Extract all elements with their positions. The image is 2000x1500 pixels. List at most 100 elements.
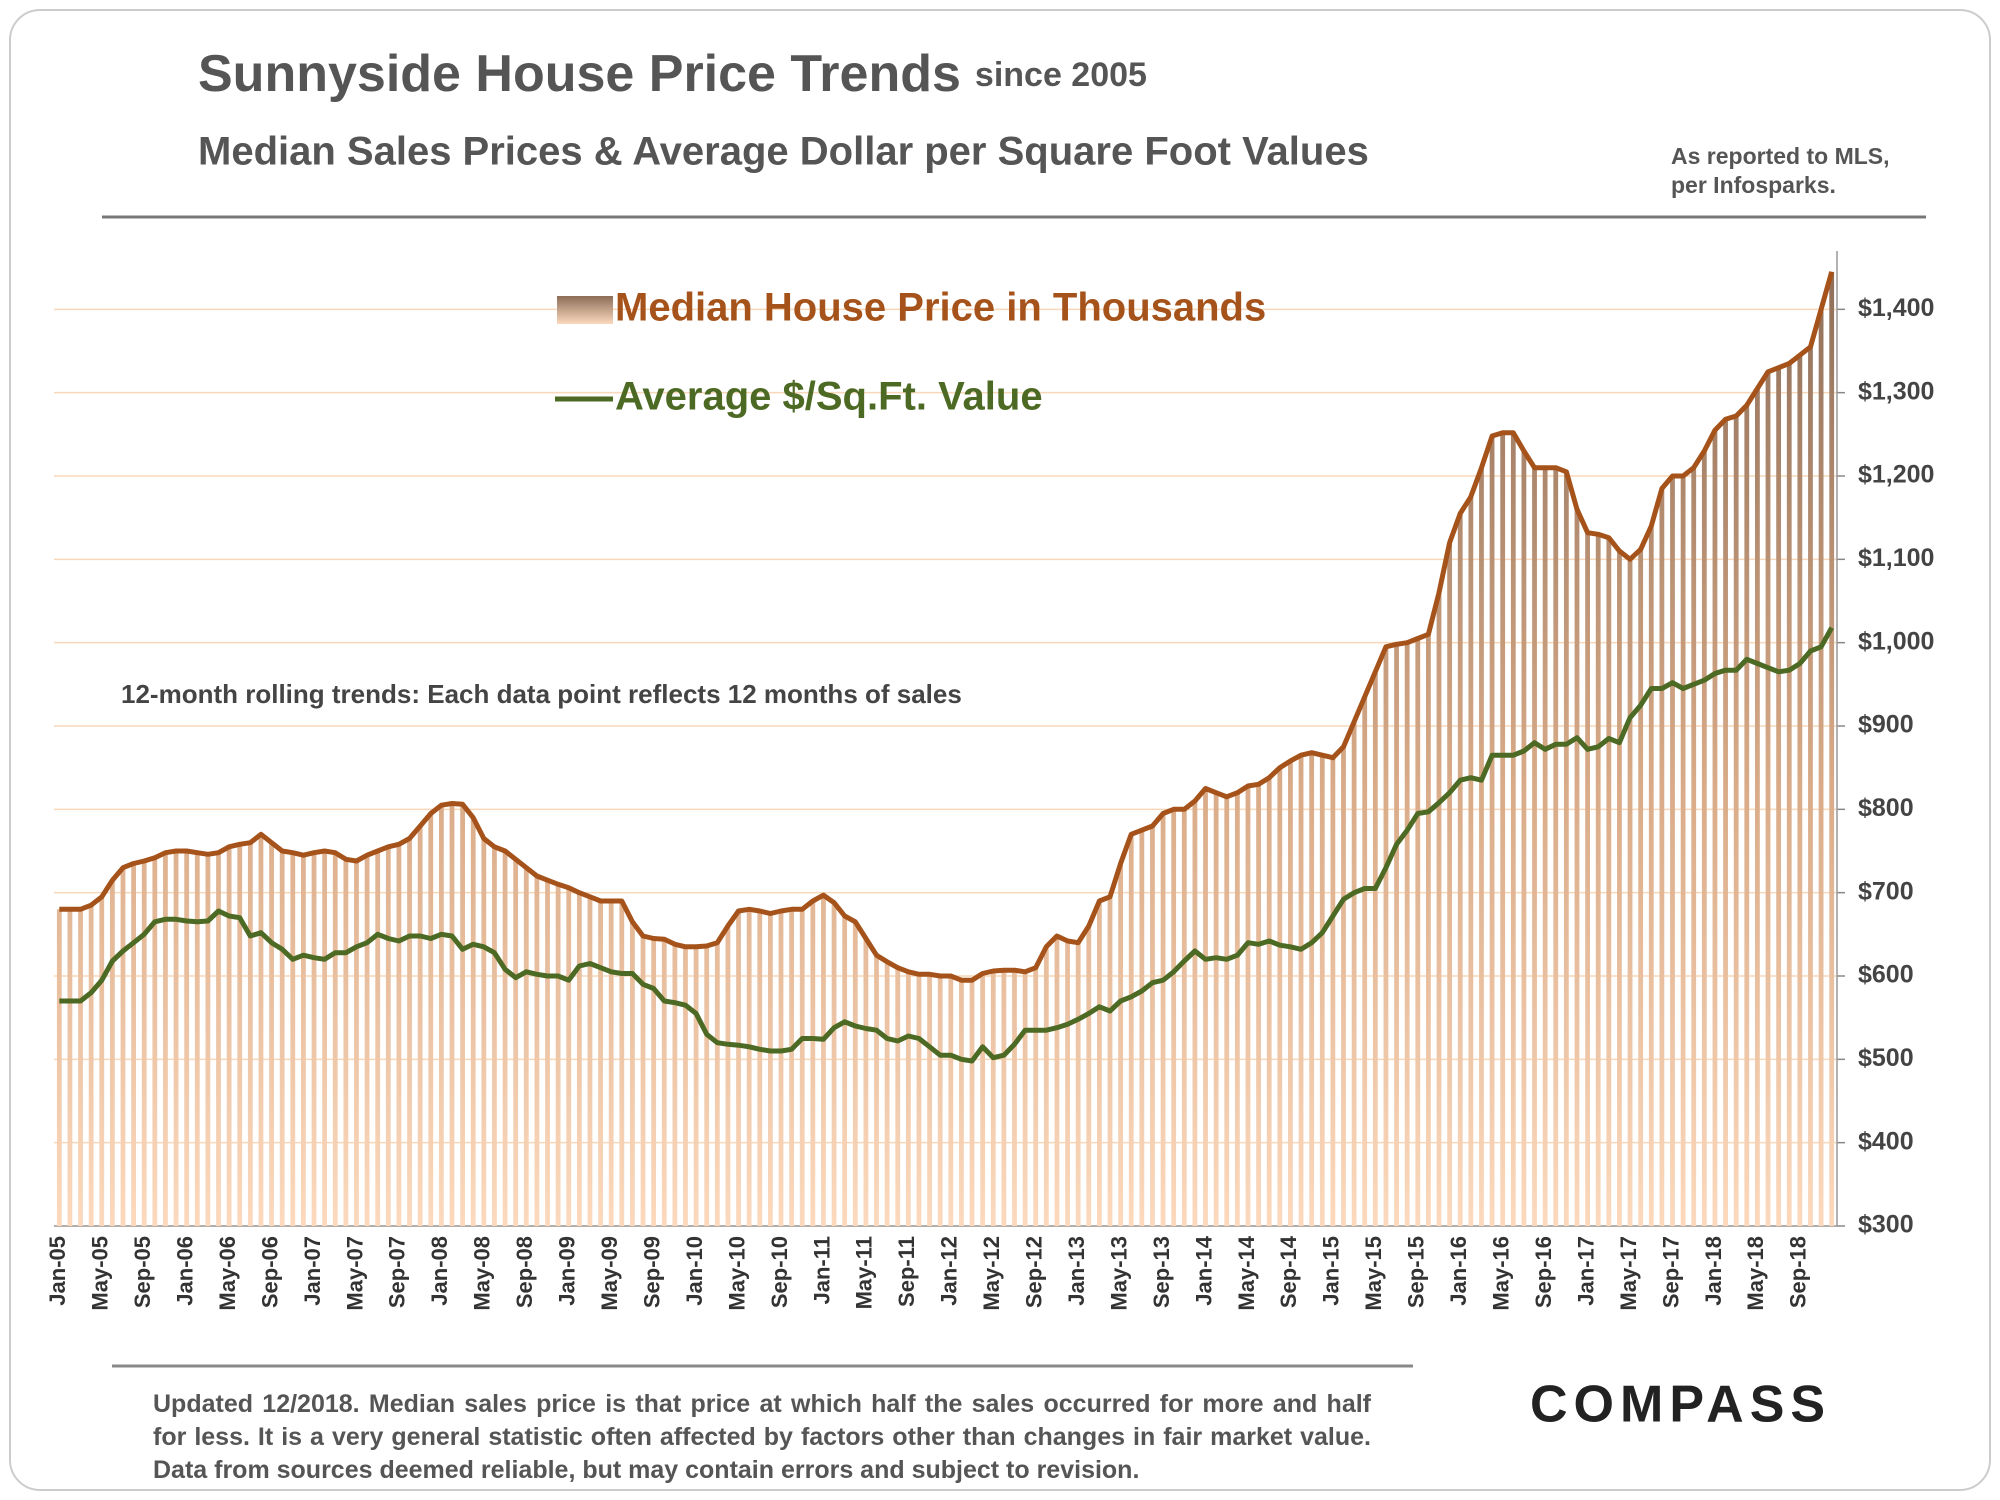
bar — [1733, 416, 1739, 1226]
bar — [746, 909, 752, 1226]
bar — [1701, 451, 1707, 1226]
legend-label: Average $/Sq.Ft. Value — [615, 375, 1043, 419]
bar — [343, 859, 349, 1226]
x-tick-label: Jan-10 — [682, 1236, 707, 1306]
x-tick-label: Sep-08 — [512, 1236, 537, 1308]
bar — [438, 805, 444, 1226]
bar — [109, 880, 115, 1226]
bar — [1617, 551, 1622, 1226]
bar — [1043, 946, 1049, 1226]
x-tick-label: Jan-17 — [1573, 1236, 1598, 1306]
bar — [247, 842, 253, 1226]
bar — [1500, 432, 1506, 1227]
bar — [1818, 309, 1824, 1226]
x-tick-label: Sep-16 — [1531, 1236, 1556, 1308]
bar — [1638, 549, 1644, 1226]
bar — [364, 855, 370, 1226]
bar — [990, 971, 996, 1226]
bar — [152, 857, 158, 1226]
bar — [237, 844, 243, 1226]
bar — [1606, 537, 1612, 1226]
bar — [1203, 788, 1208, 1226]
footnote: Updated 12/2018. Median sales price is t… — [153, 1390, 1371, 1484]
bar — [99, 896, 105, 1226]
x-tick-label: Sep-07 — [385, 1236, 410, 1308]
bar — [1181, 809, 1187, 1226]
x-tick-label: Sep-17 — [1658, 1236, 1683, 1308]
bar — [1404, 642, 1410, 1226]
bar — [1755, 388, 1760, 1226]
bar — [714, 942, 720, 1226]
bar — [1595, 534, 1601, 1226]
bar — [470, 817, 476, 1226]
bar — [120, 867, 126, 1226]
x-tick-label: Jan-06 — [172, 1236, 197, 1306]
x-tick-label: Jan-13 — [1064, 1236, 1089, 1306]
bar — [141, 861, 147, 1226]
bar — [1670, 476, 1675, 1226]
x-tick-label: May-18 — [1743, 1236, 1768, 1311]
x-tick-label: May-10 — [724, 1236, 749, 1311]
y-tick-label: $400 — [1858, 1127, 1914, 1155]
x-tick-label: May-09 — [597, 1236, 622, 1311]
line-series — [59, 626, 1834, 1064]
x-tick-label: Sep-15 — [1404, 1236, 1429, 1308]
bar — [884, 961, 890, 1226]
note: As reported to MLS, — [1671, 143, 1890, 169]
bar — [67, 909, 73, 1226]
bar — [205, 854, 211, 1226]
bar — [608, 901, 614, 1226]
bar — [1001, 970, 1007, 1226]
bar — [301, 855, 306, 1226]
bar — [767, 913, 773, 1226]
bar — [269, 842, 274, 1226]
x-tick-label: May-11 — [852, 1236, 877, 1309]
x-tick-label: May-16 — [1489, 1236, 1514, 1311]
bar — [905, 971, 911, 1226]
bar — [980, 973, 986, 1226]
x-tick-label: Jan-11 — [809, 1236, 834, 1305]
bar — [88, 905, 94, 1226]
bar — [789, 909, 795, 1226]
line-series — [59, 271, 1835, 983]
annotation: 12-month rolling trends: Each data point… — [121, 679, 962, 709]
bar — [959, 980, 964, 1226]
subtitle: Median Sales Prices & Average Dollar per… — [198, 130, 1369, 174]
x-tick-label: Jan-12 — [937, 1236, 962, 1306]
bar — [396, 844, 402, 1226]
y-tick-label: $1,200 — [1858, 461, 1934, 489]
bar — [651, 938, 657, 1226]
bar — [1786, 363, 1792, 1226]
x-tick-label: Jan-07 — [300, 1236, 325, 1306]
x-tick-label: May-13 — [1106, 1236, 1131, 1311]
bar — [1574, 509, 1580, 1226]
x-tick-label: Jan-15 — [1319, 1236, 1344, 1306]
bar — [56, 909, 62, 1226]
bar — [1341, 746, 1346, 1226]
bar — [1192, 801, 1198, 1226]
y-tick-label: $1,000 — [1858, 627, 1934, 655]
bar — [1765, 371, 1771, 1226]
bar — [842, 916, 848, 1226]
note: per Infosparks. — [1671, 172, 1836, 198]
brand-logo: COMPASS — [1530, 1376, 1831, 1434]
bar — [1797, 355, 1803, 1227]
x-tick-label: May-15 — [1361, 1236, 1386, 1311]
bar — [545, 880, 550, 1226]
x-tick-label: Jan-08 — [427, 1236, 452, 1306]
bar — [1627, 559, 1633, 1226]
bar — [576, 892, 582, 1226]
bar — [1033, 967, 1039, 1226]
x-tick-label: Sep-12 — [1022, 1236, 1047, 1308]
bar — [1256, 784, 1261, 1226]
bar — [194, 852, 200, 1226]
legend-swatch — [557, 296, 613, 324]
bar — [1351, 721, 1357, 1226]
bar — [1075, 942, 1081, 1226]
x-tick-label: May-07 — [342, 1236, 367, 1311]
bar — [449, 803, 455, 1226]
bar — [163, 852, 168, 1226]
bar — [1648, 526, 1654, 1226]
bar — [799, 909, 805, 1226]
